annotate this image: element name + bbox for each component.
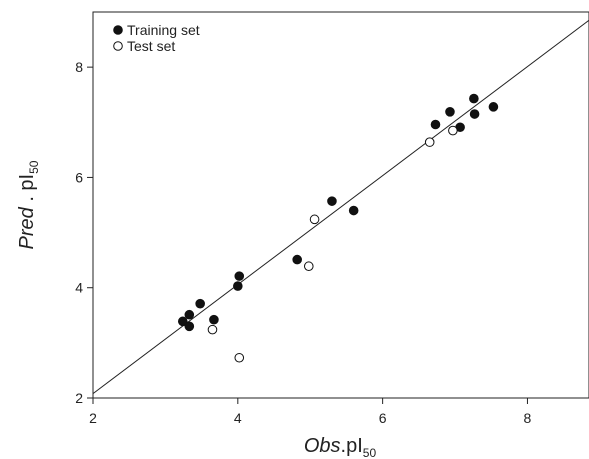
training-point: [488, 102, 499, 112]
test-point: [207, 324, 218, 335]
test-point: [234, 352, 245, 363]
training-point: [469, 109, 480, 119]
y-tick-label: 4: [75, 280, 83, 296]
data-points: [177, 93, 499, 363]
legend-label-training: Training set: [127, 22, 200, 38]
training-point: [327, 196, 337, 206]
x-axis-label-main: Obs: [304, 435, 341, 457]
test-point: [303, 261, 314, 272]
y-tick-label: 2: [75, 390, 83, 406]
x-axis-label: Obs.pI50: [304, 435, 377, 459]
x-axis-label-sub: 50: [363, 446, 377, 459]
reference-line: [92, 19, 589, 394]
legend: Training set Test set: [113, 22, 200, 54]
training-point: [445, 107, 455, 117]
training-point: [469, 93, 479, 104]
training-point: [234, 271, 245, 281]
training-point: [292, 254, 302, 265]
training-point: [184, 309, 195, 320]
y-axis-label-rest: . pI: [16, 174, 38, 207]
training-point: [184, 321, 195, 332]
training-point: [348, 205, 359, 216]
y-axis-label-main: Pred: [16, 206, 38, 249]
training-point: [209, 314, 219, 325]
legend-marker-training: [113, 25, 123, 35]
training-point: [430, 119, 441, 130]
x-tick-label: 2: [89, 410, 97, 426]
y-axis-label: Pred . pI50: [16, 160, 41, 249]
y-axis: 2 4 6 8: [75, 59, 93, 406]
y-tick-label: 8: [75, 59, 83, 75]
test-point: [309, 214, 320, 225]
test-point: [448, 125, 458, 136]
y-tick-label: 6: [75, 169, 83, 185]
x-axis-label-rest: .pI: [341, 435, 363, 457]
x-tick-label: 8: [524, 410, 532, 426]
test-point: [424, 137, 435, 147]
x-tick-label: 6: [379, 410, 387, 426]
plot-frame: [92, 11, 589, 399]
training-point: [233, 281, 243, 291]
x-tick-label: 4: [234, 410, 242, 426]
y-axis-label-sub: 50: [27, 160, 41, 174]
training-point: [195, 298, 205, 309]
training-point: [177, 316, 188, 327]
plot-area: [92, 11, 589, 399]
legend-marker-test: [113, 41, 123, 51]
x-axis: 2 4 6 8: [89, 398, 532, 426]
legend-label-test: Test set: [127, 38, 175, 54]
